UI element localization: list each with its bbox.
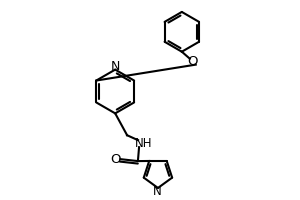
Text: N: N [110, 60, 120, 73]
Text: N: N [153, 185, 161, 198]
Text: NH: NH [135, 137, 153, 150]
Text: O: O [188, 55, 198, 68]
Text: O: O [110, 153, 120, 166]
